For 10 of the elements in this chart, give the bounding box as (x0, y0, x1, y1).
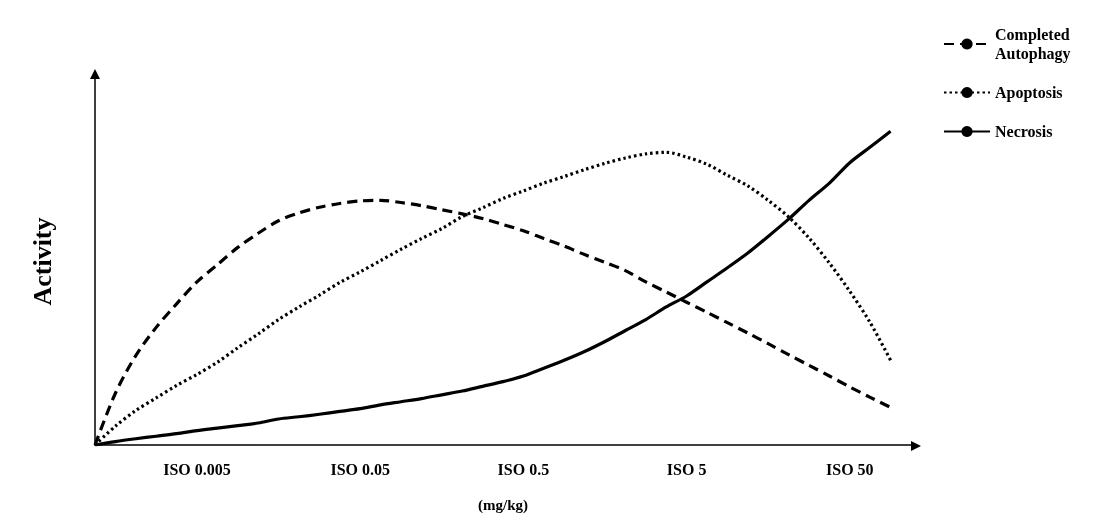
x-tick-label: ISO 0.5 (497, 460, 550, 478)
y-axis-title: Activity (27, 217, 57, 306)
legend-label: Necrosis (995, 123, 1053, 140)
x-tick-label: ISO 5 (666, 460, 707, 478)
x-tick-label: ISO 0.005 (163, 460, 231, 478)
x-axis-title: (mg/kg) (478, 496, 528, 514)
legend-label: Apoptosis (995, 84, 1063, 102)
x-tick-label: ISO 50 (826, 460, 874, 478)
legend-label: Completed Autophagy (995, 26, 1074, 63)
x-tick-label: ISO 0.05 (330, 460, 390, 478)
